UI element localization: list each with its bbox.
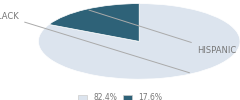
Wedge shape	[38, 4, 240, 79]
Text: BLACK: BLACK	[0, 12, 190, 73]
Wedge shape	[49, 4, 139, 41]
Text: HISPANIC: HISPANIC	[89, 10, 236, 55]
Legend: 82.4%, 17.6%: 82.4%, 17.6%	[78, 93, 162, 100]
